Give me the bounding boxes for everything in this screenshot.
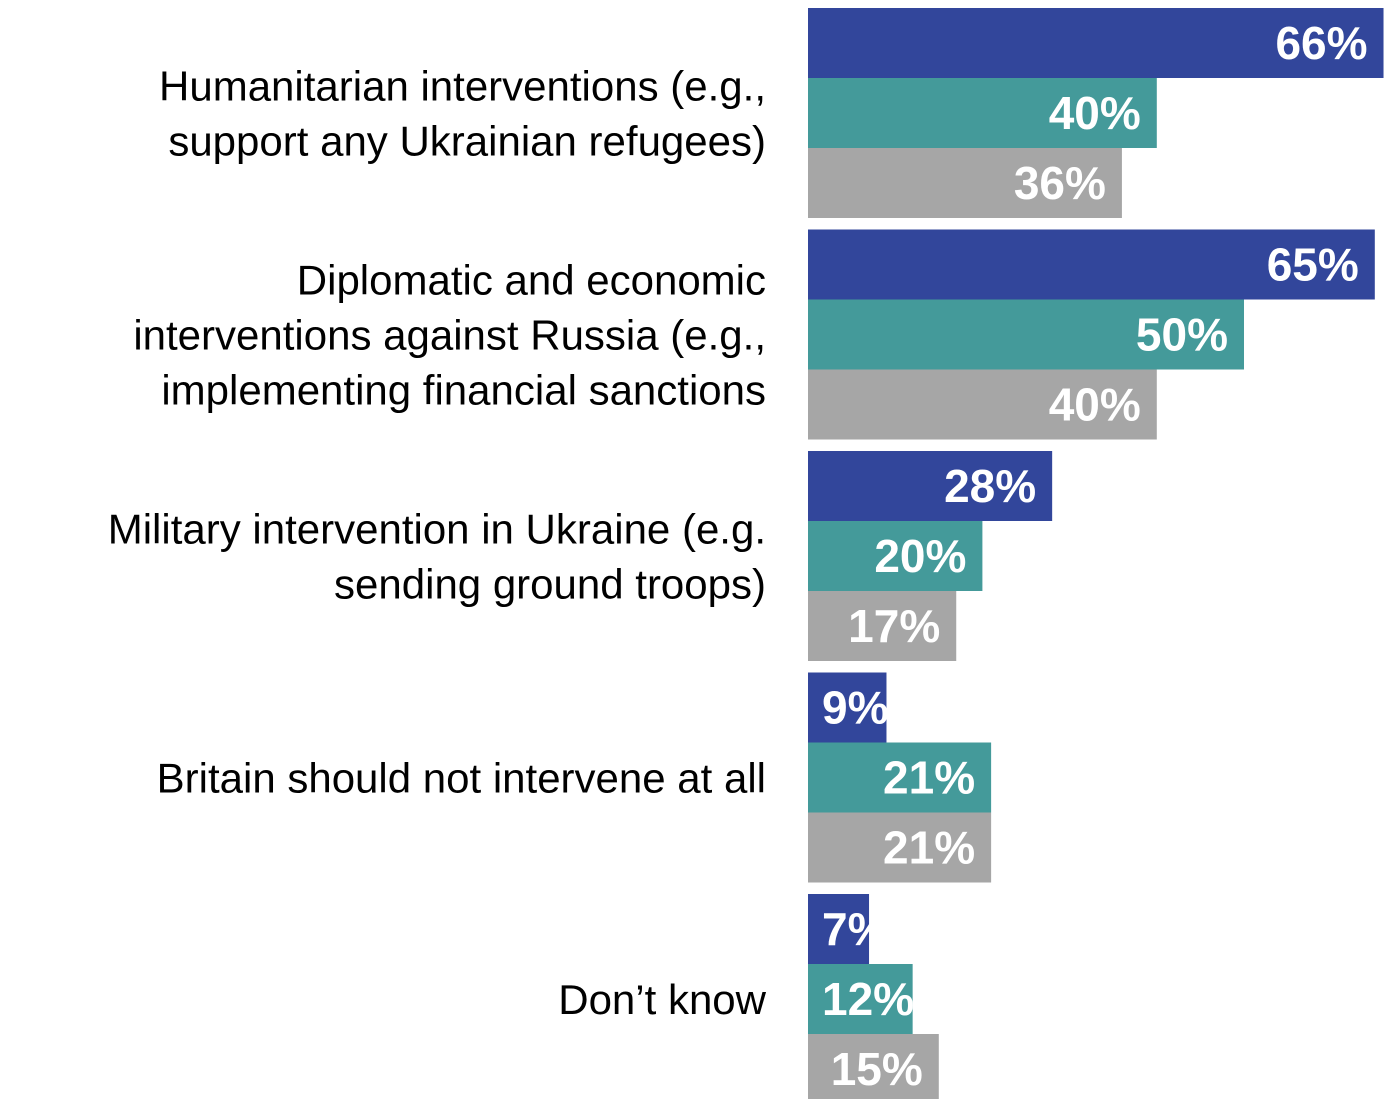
bar-group1-series3 [808,148,1122,218]
value-label-group1-series3: 36% [1014,157,1106,209]
value-label-group2-series2: 50% [1136,309,1228,361]
bar-group5-series3 [808,1034,939,1099]
value-label-group3-series3: 17% [848,600,940,652]
category-label-3: Military intervention in Ukraine (e.g. se… [108,506,766,608]
bar-group3-series1 [808,451,1053,521]
category-label-line: Military intervention in Ukraine (e.g. [108,506,766,553]
bar-group2-series3 [808,369,1157,440]
value-label-group4-series2: 21% [883,752,975,804]
bar-group5-series2 [808,964,913,1034]
category-label-line: sending ground troops) [334,561,766,608]
bar-group4-series1 [808,672,887,743]
value-label-group4-series1: 9% [822,682,888,734]
bar-group2-series1 [808,229,1375,300]
bar-group3-series2 [808,521,983,591]
category-label-5: Don’t know [558,976,766,1023]
category-labels-layer: Humanitarian interventions (e.g., support… [108,63,767,1024]
value-label-group2-series3: 40% [1049,379,1141,431]
category-label-line: Humanitarian interventions (e.g., [159,63,766,110]
bar-group3-series3 [808,591,957,661]
value-label-group5-series1: 7% [822,903,888,955]
category-label-line: Britain should not intervene at all [157,755,766,802]
value-label-group4-series3: 21% [883,822,975,874]
category-label-4: Britain should not intervene at all [157,755,766,802]
value-label-group3-series1: 28% [944,460,1036,512]
category-label-line: implementing financial sanctions [161,367,766,414]
value-label-group5-series2: 12% [822,973,914,1025]
value-label-group3-series2: 20% [874,530,966,582]
bar-group2-series2 [808,299,1244,370]
category-label-line: support any Ukrainian refugees) [168,118,766,165]
bar-group4-series3 [808,812,992,883]
category-label-line: interventions against Russia (e.g., [133,312,766,359]
value-label-group2-series1: 65% [1267,239,1359,291]
bar-group1-series1 [808,8,1384,78]
bar-group4-series2 [808,742,992,813]
value-label-group5-series3: 15% [831,1043,923,1095]
category-label-line: Diplomatic and economic [297,257,766,304]
bars-layer: 66%40%36%65%50%40%28%20%17%9%21%21%7%12%… [808,8,1384,1099]
bar-group5-series1 [808,894,870,964]
value-label-group1-series2: 40% [1049,87,1141,139]
value-label-group1-series1: 66% [1275,17,1367,69]
category-label-2: Diplomatic and economic interventions aga… [133,257,766,414]
category-label-1: Humanitarian interventions (e.g., support… [159,63,766,165]
category-label-line: Don’t know [558,976,766,1023]
bar-group1-series2 [808,78,1157,148]
